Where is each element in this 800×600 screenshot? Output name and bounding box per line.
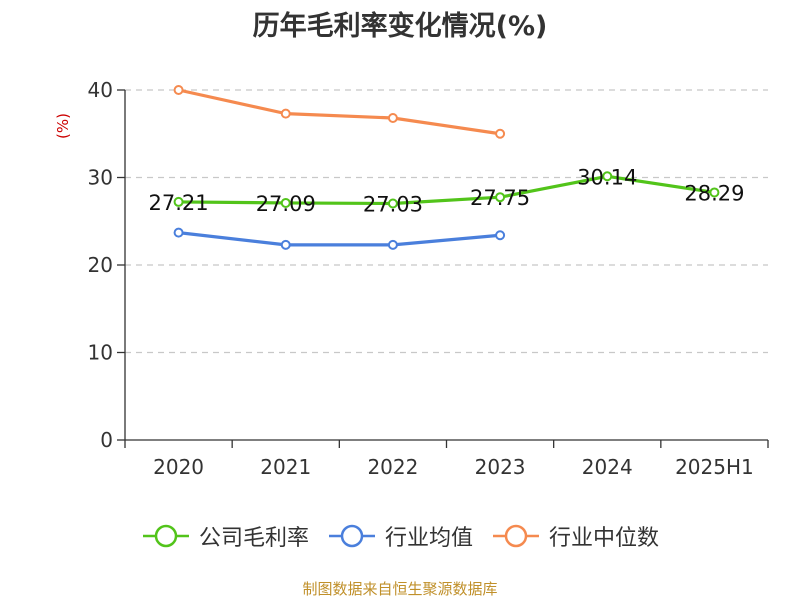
data-label: 28.29 bbox=[684, 181, 744, 205]
series-line bbox=[178, 231, 501, 247]
data-label: 27.21 bbox=[149, 191, 209, 215]
data-point bbox=[709, 187, 720, 198]
data-point bbox=[173, 227, 184, 238]
data-point bbox=[495, 230, 506, 241]
data-point bbox=[173, 85, 184, 95]
legend-line-circle-icon bbox=[142, 524, 189, 548]
gridlines bbox=[125, 89, 768, 354]
x-tick-label: 2023 bbox=[475, 455, 526, 479]
x-tick-label: 2022 bbox=[367, 455, 418, 479]
series-line bbox=[178, 174, 715, 206]
legend: 公司毛利率 行业均值 行业中位数 bbox=[0, 520, 800, 552]
data-point bbox=[387, 113, 398, 123]
data-point bbox=[387, 239, 398, 250]
legend-label: 行业均值 bbox=[384, 526, 473, 551]
axes: 0 10 20 30 40 2020 2021 2022 2023 2024 2025H1 bbox=[88, 78, 769, 479]
data-point bbox=[280, 108, 291, 119]
data-point bbox=[280, 197, 291, 208]
legend-item[interactable]: 行业均值 bbox=[327, 520, 473, 552]
x-tick-label: 2021 bbox=[260, 455, 311, 479]
y-axis-unit-label: (%) bbox=[54, 113, 72, 139]
source-note: 制图数据来自恒生聚源数据库 bbox=[302, 580, 498, 598]
data-label: 30.14 bbox=[577, 165, 637, 189]
y-tick-label: 0 bbox=[100, 428, 113, 452]
y-tick-label: 20 bbox=[88, 253, 113, 277]
series bbox=[173, 85, 720, 250]
data-label: 27.03 bbox=[363, 192, 423, 216]
legend-label: 公司毛利率 bbox=[198, 526, 309, 551]
x-tick-label: 2025H1 bbox=[675, 455, 754, 479]
y-tick-label: 10 bbox=[88, 341, 113, 365]
data-point bbox=[387, 198, 398, 209]
series-line bbox=[178, 88, 501, 136]
data-label: 27.09 bbox=[256, 192, 316, 216]
data-point bbox=[602, 171, 613, 182]
x-tick-label: 2024 bbox=[582, 455, 633, 479]
y-tick-label: 30 bbox=[88, 166, 113, 190]
legend-line-circle-icon bbox=[328, 524, 375, 548]
y-tick-label: 40 bbox=[88, 78, 113, 102]
data-point bbox=[495, 128, 506, 139]
data-point bbox=[280, 239, 291, 250]
data-labels: 27.21 27.09 27.03 27.75 30.14 28.29 bbox=[149, 165, 745, 216]
data-label: 27.75 bbox=[470, 186, 530, 210]
x-tick-label: 2020 bbox=[153, 455, 204, 479]
chart-title: 历年毛利率变化情况(%) bbox=[252, 11, 548, 42]
data-point bbox=[173, 196, 184, 207]
legend-item[interactable]: 公司毛利率 bbox=[141, 520, 309, 552]
legend-item[interactable]: 行业中位数 bbox=[491, 520, 659, 552]
legend-line-circle-icon bbox=[493, 524, 539, 548]
legend-label: 行业中位数 bbox=[549, 526, 660, 551]
data-point bbox=[495, 192, 506, 203]
